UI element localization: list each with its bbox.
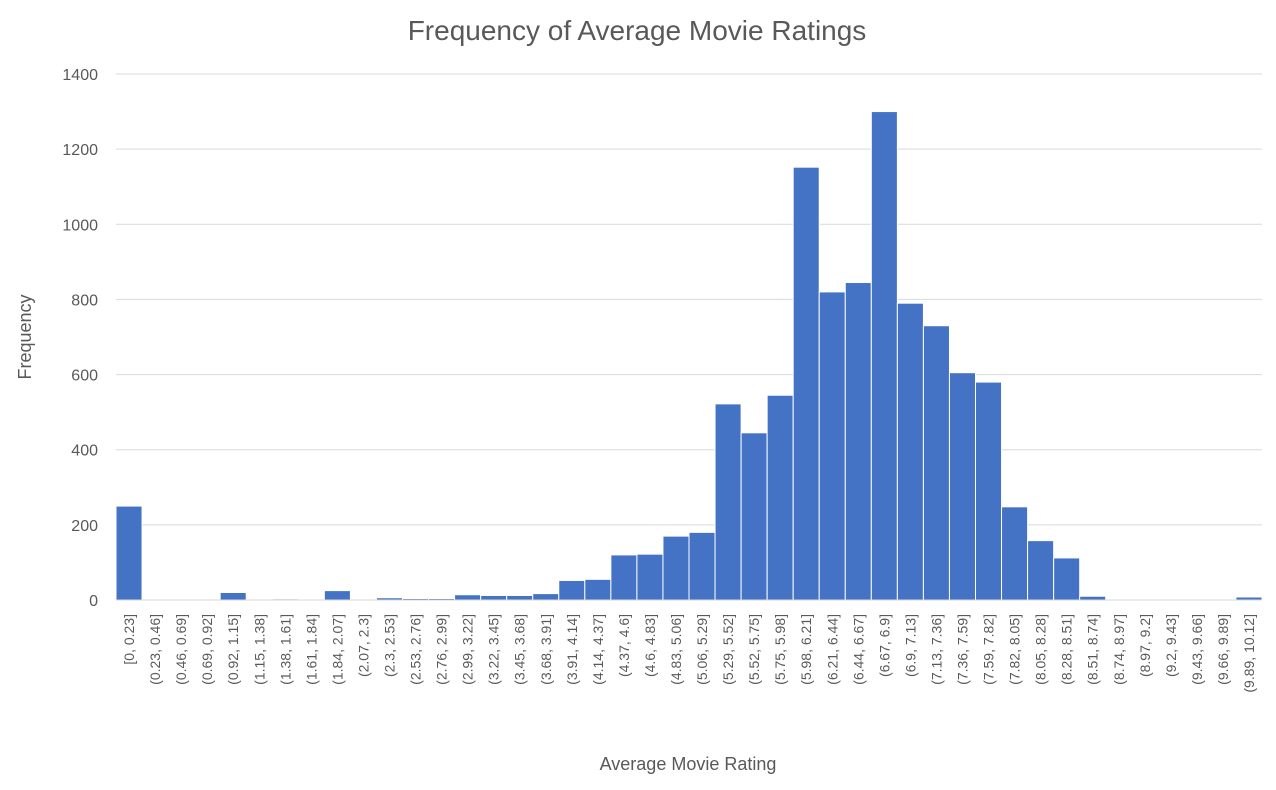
x-category-label: (3.45, 3.68]: [512, 614, 528, 685]
x-category-label: (5.52, 5.75]: [746, 614, 762, 685]
y-axis-ticks: 0 200 400 600 800 1000 1200 1400: [62, 67, 98, 610]
x-category-label: (0.23, 0.46]: [147, 614, 163, 685]
x-category-label: (8.74, 8.97]: [1111, 614, 1127, 685]
x-category-label: (2.53, 2.76]: [408, 614, 424, 685]
x-category-label: (1.15, 1.38]: [251, 614, 267, 685]
histogram-bar: [636, 553, 664, 601]
x-category-label: (8.28, 8.51]: [1059, 614, 1075, 685]
histogram-bar: [454, 594, 482, 601]
histogram-bar: [688, 531, 716, 601]
y-tick-label: 600: [71, 368, 98, 385]
x-category-label: (3.68, 3.91]: [538, 614, 554, 685]
x-category-label: [0, 0.23]: [121, 614, 137, 665]
x-category-label: (3.22, 3.45]: [486, 614, 502, 685]
x-category-label: (2.99, 3.22]: [460, 614, 476, 685]
x-category-label: (0.69, 0.92]: [199, 614, 215, 685]
x-category-label: (7.36, 7.59]: [954, 614, 970, 685]
x-category-label: (2.76, 2.99]: [434, 614, 450, 685]
histogram-bar: [922, 325, 950, 601]
x-category-label: (9.89, 10.12]: [1241, 614, 1257, 693]
x-category-label: (2.07, 2.3]: [355, 614, 371, 677]
histogram-bar: [610, 554, 638, 601]
x-category-label: (4.37, 4.6]: [616, 614, 632, 677]
histogram-bar: [818, 291, 846, 601]
histogram-bar: [844, 282, 872, 601]
x-category-label: (6.9, 7.13]: [902, 614, 918, 677]
x-category-label: (5.98, 6.21]: [798, 614, 814, 685]
histogram-bar: [1053, 557, 1081, 601]
x-category-label: (0.46, 0.69]: [173, 614, 189, 685]
histogram-bar: [870, 111, 898, 601]
x-category-label: (7.59, 7.82]: [981, 614, 997, 685]
y-tick-label: 0: [89, 593, 98, 610]
x-category-label: (5.06, 5.29]: [694, 614, 710, 685]
x-category-label: (8.05, 8.28]: [1033, 614, 1049, 685]
histogram-bar: [662, 535, 690, 601]
histogram-bar: [896, 302, 924, 601]
histogram-bar: [975, 381, 1003, 601]
histogram-bar: [740, 432, 768, 601]
x-category-label: (1.61, 1.84]: [303, 614, 319, 685]
histogram-bar: [219, 591, 247, 601]
y-axis-title: Frequency: [15, 294, 35, 379]
x-category-label: (8.97, 9.2]: [1137, 614, 1153, 677]
histogram-bar: [1001, 506, 1029, 601]
x-category-label: (9.43, 9.66]: [1189, 614, 1205, 685]
y-tick-label: 400: [71, 443, 98, 460]
histogram-bar: [1027, 540, 1055, 601]
x-category-label: (1.84, 2.07]: [329, 614, 345, 685]
x-category-label: (6.44, 6.67]: [850, 614, 866, 685]
histogram-bar: [558, 579, 586, 601]
histogram-bar: [948, 372, 977, 601]
x-category-label: (5.29, 5.52]: [720, 614, 736, 685]
histogram-bar: [584, 578, 612, 601]
x-axis-category-labels: [0, 0.23] (0.23, 0.46] (0.46, 0.69] (0.69, …: [121, 614, 1257, 693]
x-category-label: (7.13, 7.36]: [928, 614, 944, 685]
x-axis-title: Average Movie Rating: [600, 754, 777, 774]
x-category-label: (6.67, 6.9]: [876, 614, 892, 677]
x-category-label: (0.92, 1.15]: [225, 614, 241, 685]
x-category-label: (1.38, 1.61]: [277, 614, 293, 685]
x-category-label: (4.6, 4.83]: [642, 614, 658, 677]
histogram-bar: [532, 593, 560, 601]
gridlines: [116, 73, 1262, 526]
x-category-label: (9.2, 9.43]: [1163, 614, 1179, 677]
x-category-label: (4.14, 4.37]: [590, 614, 606, 685]
y-tick-label: 1000: [62, 217, 98, 234]
x-category-label: (5.75, 5.98]: [772, 614, 788, 685]
histogram-bar: [1079, 595, 1107, 601]
histogram-bar: [506, 594, 534, 601]
x-category-label: (3.91, 4.14]: [564, 614, 580, 685]
y-tick-label: 800: [71, 292, 98, 309]
histogram-bar: [792, 166, 820, 601]
histogram-bar: [480, 594, 508, 601]
histogram-bar: [323, 590, 351, 601]
x-category-label: (9.66, 9.89]: [1215, 614, 1231, 685]
y-tick-label: 200: [71, 518, 98, 535]
histogram-bar: [115, 505, 143, 601]
bars: [115, 111, 1263, 601]
chart-title: Frequency of Average Movie Ratings: [408, 15, 867, 46]
y-tick-label: 1400: [62, 67, 98, 84]
x-category-label: (7.82, 8.05]: [1007, 614, 1023, 685]
x-category-label: (6.21, 6.44]: [824, 614, 840, 685]
histogram-bar: [714, 403, 742, 601]
x-category-label: (4.83, 5.06]: [668, 614, 684, 685]
histogram-bar: [766, 394, 794, 601]
x-category-label: (8.51, 8.74]: [1085, 614, 1101, 685]
x-category-label: (2.3, 2.53]: [381, 614, 397, 677]
y-tick-label: 1200: [62, 142, 98, 159]
